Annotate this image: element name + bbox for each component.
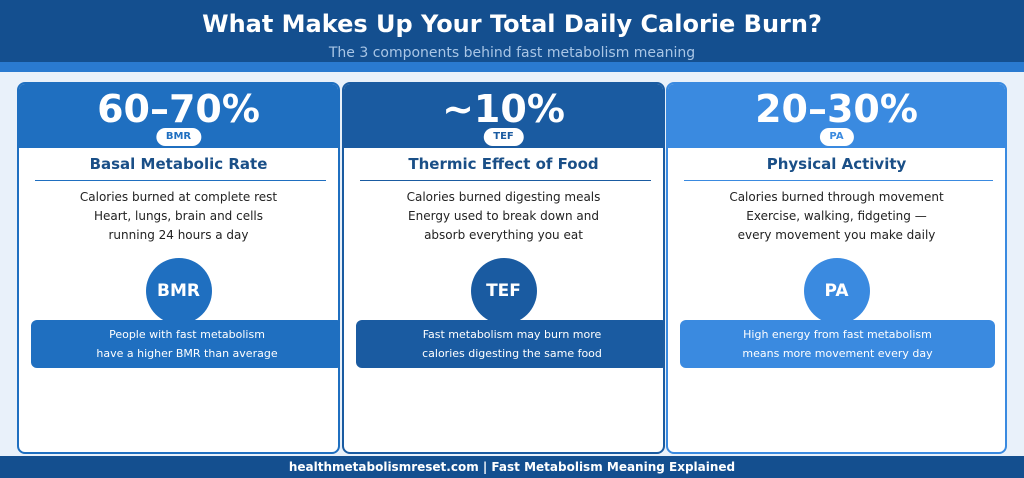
pa-circle-icon: PA xyxy=(803,258,870,324)
tef-desc-line: Energy used to break down and xyxy=(408,209,599,223)
tef-title: Thermic Effect of Food xyxy=(408,155,599,173)
pa-percent: 20–30% xyxy=(755,87,918,131)
bmr-desc-line: Heart, lungs, brain and cells xyxy=(93,209,264,223)
pa-note-line: High energy from fast metabolism xyxy=(743,328,932,341)
pa-desc-line: Exercise, walking, fidgeting — xyxy=(746,209,927,223)
page-header: What Makes Up Your Total Daily Calorie B… xyxy=(0,0,1024,62)
pa-desc-line: every movement you make daily xyxy=(737,228,936,242)
pa-note-line: means more movement every day xyxy=(742,347,933,360)
header-accent-stripe xyxy=(0,62,1024,72)
tef-card: ~10% TEF Thermic Effect of Food Calories… xyxy=(342,82,665,454)
pa-divider xyxy=(684,180,993,181)
tef-percent: ~10% xyxy=(442,87,565,131)
tef-note-line: Fast metabolism may burn more xyxy=(422,328,602,341)
tef-desc-line: absorb everything you eat xyxy=(424,228,583,242)
pa-desc-line: Calories burned through movement xyxy=(729,190,944,204)
tef-note: Fast metabolism may burn more calories d… xyxy=(356,320,663,368)
tef-description: Calories burned digesting meals Energy u… xyxy=(344,188,663,245)
bmr-badge: BMR xyxy=(155,128,202,146)
page-footer: healthmetabolismreset.com | Fast Metabol… xyxy=(0,456,1024,478)
bmr-circle-icon: BMR xyxy=(145,258,212,324)
bmr-title: Basal Metabolic Rate xyxy=(89,155,268,173)
page-subtitle: The 3 components behind fast metabolism … xyxy=(328,45,696,61)
bmr-desc-line: Calories burned at complete rest xyxy=(79,190,278,204)
tef-note-line: calories digesting the same food xyxy=(422,347,602,360)
pa-badge: PA xyxy=(819,128,854,146)
pa-title: Physical Activity xyxy=(766,155,907,173)
bmr-note-line: People with fast metabolism xyxy=(109,328,265,341)
tef-card-header: ~10% TEF xyxy=(344,84,663,148)
page-title: What Makes Up Your Total Daily Calorie B… xyxy=(202,10,822,38)
tef-divider xyxy=(360,180,651,181)
pa-note: High energy from fast metabolism means m… xyxy=(680,320,995,368)
bmr-desc-line: running 24 hours a day xyxy=(108,228,249,242)
tef-desc-line: Calories burned digesting meals xyxy=(406,190,601,204)
bmr-note-line: have a higher BMR than average xyxy=(96,347,278,360)
bmr-description: Calories burned at complete rest Heart, … xyxy=(19,188,338,245)
tef-badge: TEF xyxy=(483,128,524,146)
bmr-card: 60–70% BMR Basal Metabolic Rate Calories… xyxy=(17,82,340,454)
bmr-card-header: 60–70% BMR xyxy=(19,84,338,148)
bmr-note: People with fast metabolism have a highe… xyxy=(31,320,338,368)
tef-circle-icon: TEF xyxy=(470,258,537,324)
bmr-divider xyxy=(35,180,326,181)
pa-card-header: 20–30% PA xyxy=(668,84,1005,148)
bmr-percent: 60–70% xyxy=(97,87,260,131)
pa-description: Calories burned through movement Exercis… xyxy=(668,188,1005,245)
pa-card: 20–30% PA Physical Activity Calories bur… xyxy=(666,82,1007,454)
